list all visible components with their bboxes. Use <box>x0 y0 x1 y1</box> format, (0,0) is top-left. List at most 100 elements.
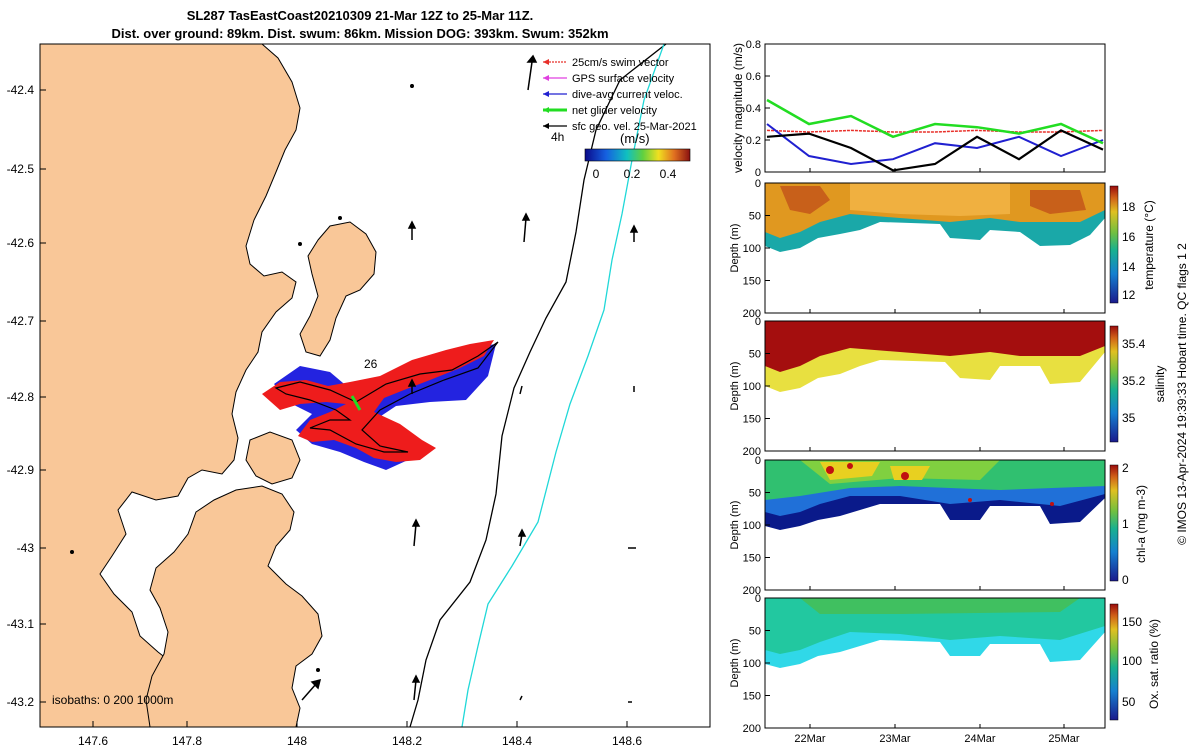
depth-tick-label: 150 <box>743 276 761 288</box>
lat-tick-label: -42.5 <box>7 162 35 176</box>
map-area <box>40 44 710 727</box>
vector-scale-label: 4h <box>551 130 564 144</box>
legend-label: sfc geo. vel. 25-Mar-2021 <box>572 121 697 133</box>
velocity-y-ticks: 0 0.2 0.4 0.6 0.8 <box>746 39 770 179</box>
velocity-series <box>766 98 1104 172</box>
legend-label: 25cm/s swim vector <box>572 57 669 69</box>
depth-tick-label: 200 <box>743 446 761 458</box>
temperature-colorbar <box>1109 185 1119 304</box>
colorbar-tick-label: 14 <box>1122 260 1136 274</box>
lat-tick-label: -43.2 <box>7 695 35 709</box>
legend-label: GPS surface velocity <box>572 73 675 85</box>
isobath-200m <box>409 44 667 727</box>
colorbar-label: temperature (°C) <box>1142 200 1156 290</box>
velocity-tick-label: 0 <box>755 167 761 179</box>
salinity-colorbar <box>1109 325 1119 443</box>
glider-track <box>274 341 499 453</box>
legend-label: dive-avg current veloc. <box>572 89 683 101</box>
depth-tick-label: 100 <box>743 381 761 393</box>
depth-tick-label: 0 <box>755 455 761 467</box>
velocity-ylabel: velocity magnitude (m/s) <box>731 43 745 173</box>
colorbar-tick-label: 35.4 <box>1122 337 1146 351</box>
lat-tick-label: -42.6 <box>7 236 35 250</box>
depth-tick-label: 150 <box>743 553 761 565</box>
colorbar-label: salinity <box>1153 366 1167 403</box>
depth-tick-label: 100 <box>743 243 761 255</box>
legend-arrowhead <box>543 123 549 129</box>
section-colorbar-ticks: 12 14 16 18 temperature (°C) 35 35.2 35.4 salini… <box>1122 200 1167 709</box>
isobath-1000m <box>461 44 665 727</box>
colorbar-tick-label: 50 <box>1122 695 1136 709</box>
sfc-geo-velocity-arrows <box>301 54 639 703</box>
colorbar-tick-label: 100 <box>1122 654 1142 668</box>
depth-axes: 0 50 100 150 200 Depth (m) 0 50 100 150 200 Depth (… <box>729 178 770 735</box>
legend-arrowhead <box>543 75 549 81</box>
map-lon-ticks: 147.6 147.8 148 148.2 148.4 148.6 <box>78 721 642 748</box>
lon-tick-label: 148 <box>287 734 307 748</box>
lat-tick-label: -42.8 <box>7 390 35 404</box>
colorbar-tick-label: 18 <box>1122 200 1136 214</box>
land-mainland <box>40 44 301 727</box>
map-legend: 25cm/s swim vector GPS surface velocity di… <box>543 57 697 133</box>
title-line-2: Dist. over ground: 89km. Dist. swum: 86k… <box>111 26 609 41</box>
depth-tick-label: 100 <box>743 658 761 670</box>
time-tick-label: 25Mar <box>1048 733 1080 745</box>
legend-arrowhead <box>543 59 549 65</box>
depth-tick-label: 50 <box>749 349 761 361</box>
depth-tick-label: 150 <box>743 691 761 703</box>
map-lat-ticks: -42.4 -42.5 -42.6 -42.7 -42.8 -42.9 -43 -43.1 -4… <box>7 83 46 709</box>
colorbar-tick-label: 12 <box>1122 288 1136 302</box>
velocity-tick-label: 0.4 <box>746 103 761 115</box>
depth-tick-label: 50 <box>749 488 761 500</box>
velocity-tick-label: 0.2 <box>746 135 761 147</box>
side-note: © IMOS 13-Apr-2024 19:39:33 Hobart time.… <box>1175 243 1189 545</box>
colorbar-label: (m/s) <box>620 131 650 146</box>
lat-tick-label: -42.9 <box>7 463 35 477</box>
depth-ylabel: Depth (m) <box>729 362 741 411</box>
lat-tick-label: -42.7 <box>7 314 35 328</box>
land-island-mid <box>245 431 301 485</box>
depth-tick-label: 0 <box>755 178 761 190</box>
land-south <box>145 485 323 727</box>
chla-section <box>765 460 1105 590</box>
day-label: 26 <box>364 357 378 371</box>
colorbar-tick-label: 35 <box>1122 411 1136 425</box>
lat-tick-label: -43.1 <box>7 617 35 631</box>
lon-tick-label: 148.6 <box>612 734 642 748</box>
depth-tick-label: 0 <box>755 316 761 328</box>
lon-tick-label: 147.8 <box>172 734 202 748</box>
lat-tick-label: -43 <box>17 541 35 555</box>
chla-colorbar <box>1109 464 1119 582</box>
depth-tick-label: 50 <box>749 626 761 638</box>
colorbar-tick-label: 2 <box>1122 461 1129 475</box>
colorbar-label: Ox. sat. ratio (%) <box>1147 619 1161 709</box>
legend-arrowhead <box>543 107 549 113</box>
velocity-line-swim <box>766 129 1104 133</box>
land-island-north <box>299 221 377 357</box>
lon-tick-label: 148.2 <box>392 734 422 748</box>
time-tick-label: 22Mar <box>794 733 826 745</box>
lon-tick-label: 147.6 <box>78 734 108 748</box>
legend-arrowhead <box>543 91 549 97</box>
isobaths-label: isobaths: 0 200 1000m <box>52 693 173 707</box>
time-ticks: 22Mar 23Mar 24Mar 25Mar <box>794 168 1080 745</box>
colorbar-tick-label: 16 <box>1122 230 1136 244</box>
depth-ylabel: Depth (m) <box>729 501 741 550</box>
depth-ylabel: Depth (m) <box>729 224 741 273</box>
depth-tick-label: 200 <box>743 585 761 597</box>
legend-label: net glider velocity <box>572 105 657 117</box>
velocity-line-dive-avg-current <box>766 123 1104 166</box>
depth-tick-label: 0 <box>755 593 761 605</box>
colorbar-tick-label: 35.2 <box>1122 374 1146 388</box>
velocity-tick-label: 0.6 <box>746 71 761 83</box>
title-line-1: SL287 TasEastCoast20210309 21-Mar 12Z to… <box>186 8 534 23</box>
map-colorbar-tick: 0.2 <box>624 167 641 181</box>
map-colorbar-ticks: 0 0.2 0.4 <box>593 167 677 181</box>
oxygen-section <box>765 598 1105 728</box>
temperature-section <box>765 183 1105 313</box>
time-tick-label: 23Mar <box>879 733 911 745</box>
colorbar-tick-label: 0 <box>1122 573 1129 587</box>
salinity-section <box>765 321 1105 451</box>
map-colorbar <box>584 148 691 162</box>
